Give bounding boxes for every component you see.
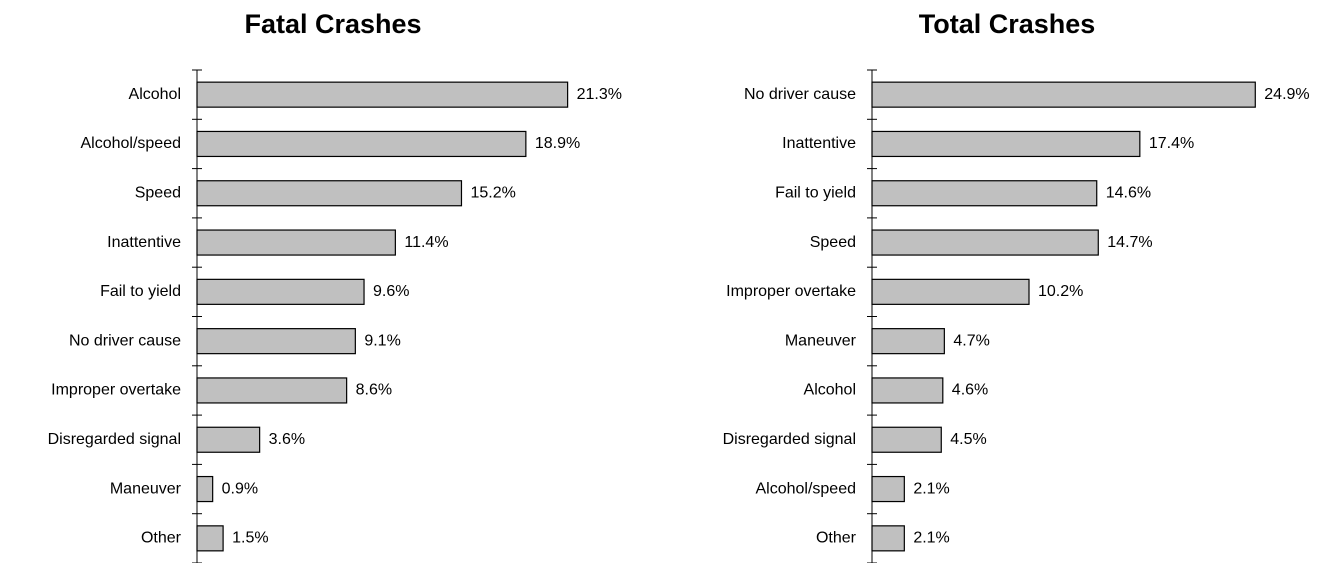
- bar: [196, 475, 214, 503]
- value-label: 11.4%: [404, 234, 448, 251]
- value-label: 21.3%: [577, 86, 622, 103]
- bar: [871, 475, 905, 503]
- value-label: 14.6%: [1106, 184, 1151, 201]
- category-label: Maneuver: [110, 480, 182, 497]
- category-label: Alcohol/speed: [755, 480, 856, 497]
- value-label: 1.5%: [232, 530, 268, 547]
- bar: [871, 426, 942, 453]
- bar: [871, 278, 1030, 305]
- category-label: Maneuver: [785, 332, 857, 349]
- bar: [871, 180, 1098, 207]
- bar: [871, 377, 944, 404]
- category-label: Other: [141, 530, 182, 547]
- value-label: 4.6%: [952, 382, 988, 399]
- value-label: 2.1%: [913, 530, 949, 547]
- value-label: 0.9%: [222, 480, 258, 497]
- category-label: Improper overtake: [51, 382, 181, 399]
- value-label: 3.6%: [269, 431, 305, 448]
- chart-title: Fatal Crashes: [244, 9, 421, 39]
- category-label: Inattentive: [782, 135, 856, 152]
- category-label: Alcohol: [804, 382, 856, 399]
- bar: [196, 130, 527, 158]
- category-label: No driver cause: [744, 86, 856, 103]
- value-label: 10.2%: [1038, 283, 1083, 300]
- category-label: Alcohol: [129, 86, 181, 103]
- category-label: No driver cause: [69, 332, 181, 349]
- category-label: Disregarded signal: [48, 431, 181, 448]
- bar: [871, 81, 1256, 108]
- bar: [871, 130, 1141, 158]
- value-label: 9.6%: [373, 283, 409, 300]
- category-label: Speed: [135, 184, 181, 201]
- category-label: Fail to yield: [775, 184, 856, 201]
- value-label: 8.6%: [356, 382, 392, 399]
- category-label: Disregarded signal: [723, 431, 856, 448]
- bar: [871, 229, 1099, 256]
- category-label: Other: [816, 530, 857, 547]
- bar: [871, 525, 905, 552]
- value-label: 24.9%: [1264, 86, 1309, 103]
- value-label: 4.7%: [953, 332, 989, 349]
- category-label: Inattentive: [107, 234, 181, 251]
- value-label: 2.1%: [913, 480, 949, 497]
- value-label: 14.7%: [1107, 234, 1152, 251]
- category-label: Speed: [810, 234, 856, 251]
- value-label: 9.1%: [364, 332, 400, 349]
- bar: [871, 328, 945, 355]
- value-label: 15.2%: [470, 184, 515, 201]
- category-label: Improper overtake: [726, 283, 856, 300]
- bar: [196, 426, 261, 453]
- bar: [196, 81, 569, 108]
- bar: [196, 180, 463, 207]
- bar: [196, 278, 365, 305]
- bar: [196, 525, 224, 552]
- value-label: 18.9%: [535, 135, 580, 152]
- category-label: Fail to yield: [100, 283, 181, 300]
- bar: [196, 328, 356, 355]
- chart-title: Total Crashes: [919, 9, 1096, 39]
- value-label: 4.5%: [950, 431, 986, 448]
- bar: [196, 377, 348, 404]
- category-label: Alcohol/speed: [80, 135, 181, 152]
- bar: [196, 229, 396, 256]
- value-label: 17.4%: [1149, 135, 1194, 152]
